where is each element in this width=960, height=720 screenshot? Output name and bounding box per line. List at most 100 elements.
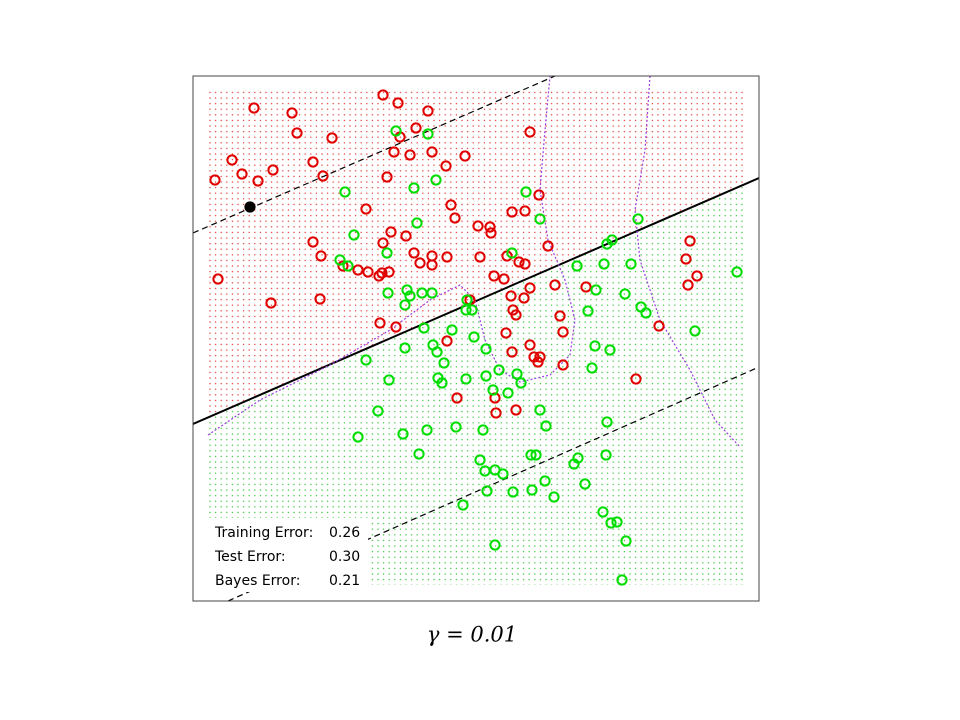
error-label: Training Error: xyxy=(214,525,313,541)
point xyxy=(314,293,326,305)
point xyxy=(680,253,692,265)
point xyxy=(549,279,561,291)
point xyxy=(446,324,458,336)
point xyxy=(506,247,518,259)
point xyxy=(542,240,554,252)
point xyxy=(579,478,591,490)
point xyxy=(385,226,397,238)
point xyxy=(430,174,442,186)
point xyxy=(377,237,389,249)
point xyxy=(604,344,616,356)
point xyxy=(440,160,452,172)
point xyxy=(474,454,486,466)
point xyxy=(619,288,631,300)
point xyxy=(426,146,438,158)
point xyxy=(477,424,489,436)
point xyxy=(382,287,394,299)
point xyxy=(397,428,409,440)
point xyxy=(411,217,423,229)
point xyxy=(414,257,426,269)
point xyxy=(315,250,327,262)
point xyxy=(571,260,583,272)
point xyxy=(339,186,351,198)
point xyxy=(557,359,569,371)
point xyxy=(457,499,469,511)
point xyxy=(530,449,542,461)
point xyxy=(376,267,388,279)
point xyxy=(625,258,637,270)
point xyxy=(485,227,497,239)
point xyxy=(518,292,530,304)
point xyxy=(582,305,594,317)
point xyxy=(557,326,569,338)
point xyxy=(383,266,395,278)
point xyxy=(426,287,438,299)
caption: γ = 0.01 xyxy=(427,623,517,647)
point xyxy=(307,156,319,168)
point xyxy=(408,182,420,194)
point xyxy=(534,213,546,225)
point xyxy=(362,266,374,278)
point xyxy=(586,362,598,374)
point xyxy=(286,107,298,119)
point xyxy=(421,424,433,436)
point xyxy=(480,343,492,355)
point xyxy=(383,374,395,386)
point xyxy=(691,270,703,282)
point xyxy=(342,260,354,272)
point xyxy=(548,491,560,503)
point xyxy=(399,299,411,311)
point xyxy=(399,342,411,354)
green-region xyxy=(206,183,746,585)
point xyxy=(515,377,527,389)
point xyxy=(572,452,584,464)
point xyxy=(605,517,617,529)
point xyxy=(373,270,385,282)
point xyxy=(630,373,642,385)
point xyxy=(252,175,264,187)
point xyxy=(449,212,461,224)
point xyxy=(413,448,425,460)
point xyxy=(511,368,523,380)
point xyxy=(502,387,514,399)
point xyxy=(441,251,453,263)
point xyxy=(505,290,517,302)
point xyxy=(580,281,592,293)
point xyxy=(493,364,505,376)
point xyxy=(611,516,623,528)
point xyxy=(404,290,416,302)
point xyxy=(500,327,512,339)
point xyxy=(533,189,545,201)
point xyxy=(460,373,472,385)
point xyxy=(534,404,546,416)
point xyxy=(554,310,566,322)
point xyxy=(524,339,536,351)
point xyxy=(381,171,393,183)
point xyxy=(450,421,462,433)
point xyxy=(441,335,453,347)
point xyxy=(507,486,519,498)
point xyxy=(488,270,500,282)
point xyxy=(438,357,450,369)
point xyxy=(418,322,430,334)
point xyxy=(539,475,551,487)
point xyxy=(352,431,364,443)
point xyxy=(436,377,448,389)
point xyxy=(334,254,346,266)
point xyxy=(372,405,384,417)
point xyxy=(532,356,544,368)
point xyxy=(307,236,319,248)
point xyxy=(390,321,402,333)
point xyxy=(653,320,665,332)
point xyxy=(377,89,389,101)
point xyxy=(506,346,518,358)
point xyxy=(497,468,509,480)
point xyxy=(474,251,486,263)
point xyxy=(590,284,602,296)
error-label: Bayes Error: xyxy=(215,573,300,589)
point xyxy=(524,282,536,294)
point xyxy=(451,392,463,404)
point xyxy=(520,186,532,198)
point xyxy=(682,279,694,291)
point xyxy=(519,205,531,217)
